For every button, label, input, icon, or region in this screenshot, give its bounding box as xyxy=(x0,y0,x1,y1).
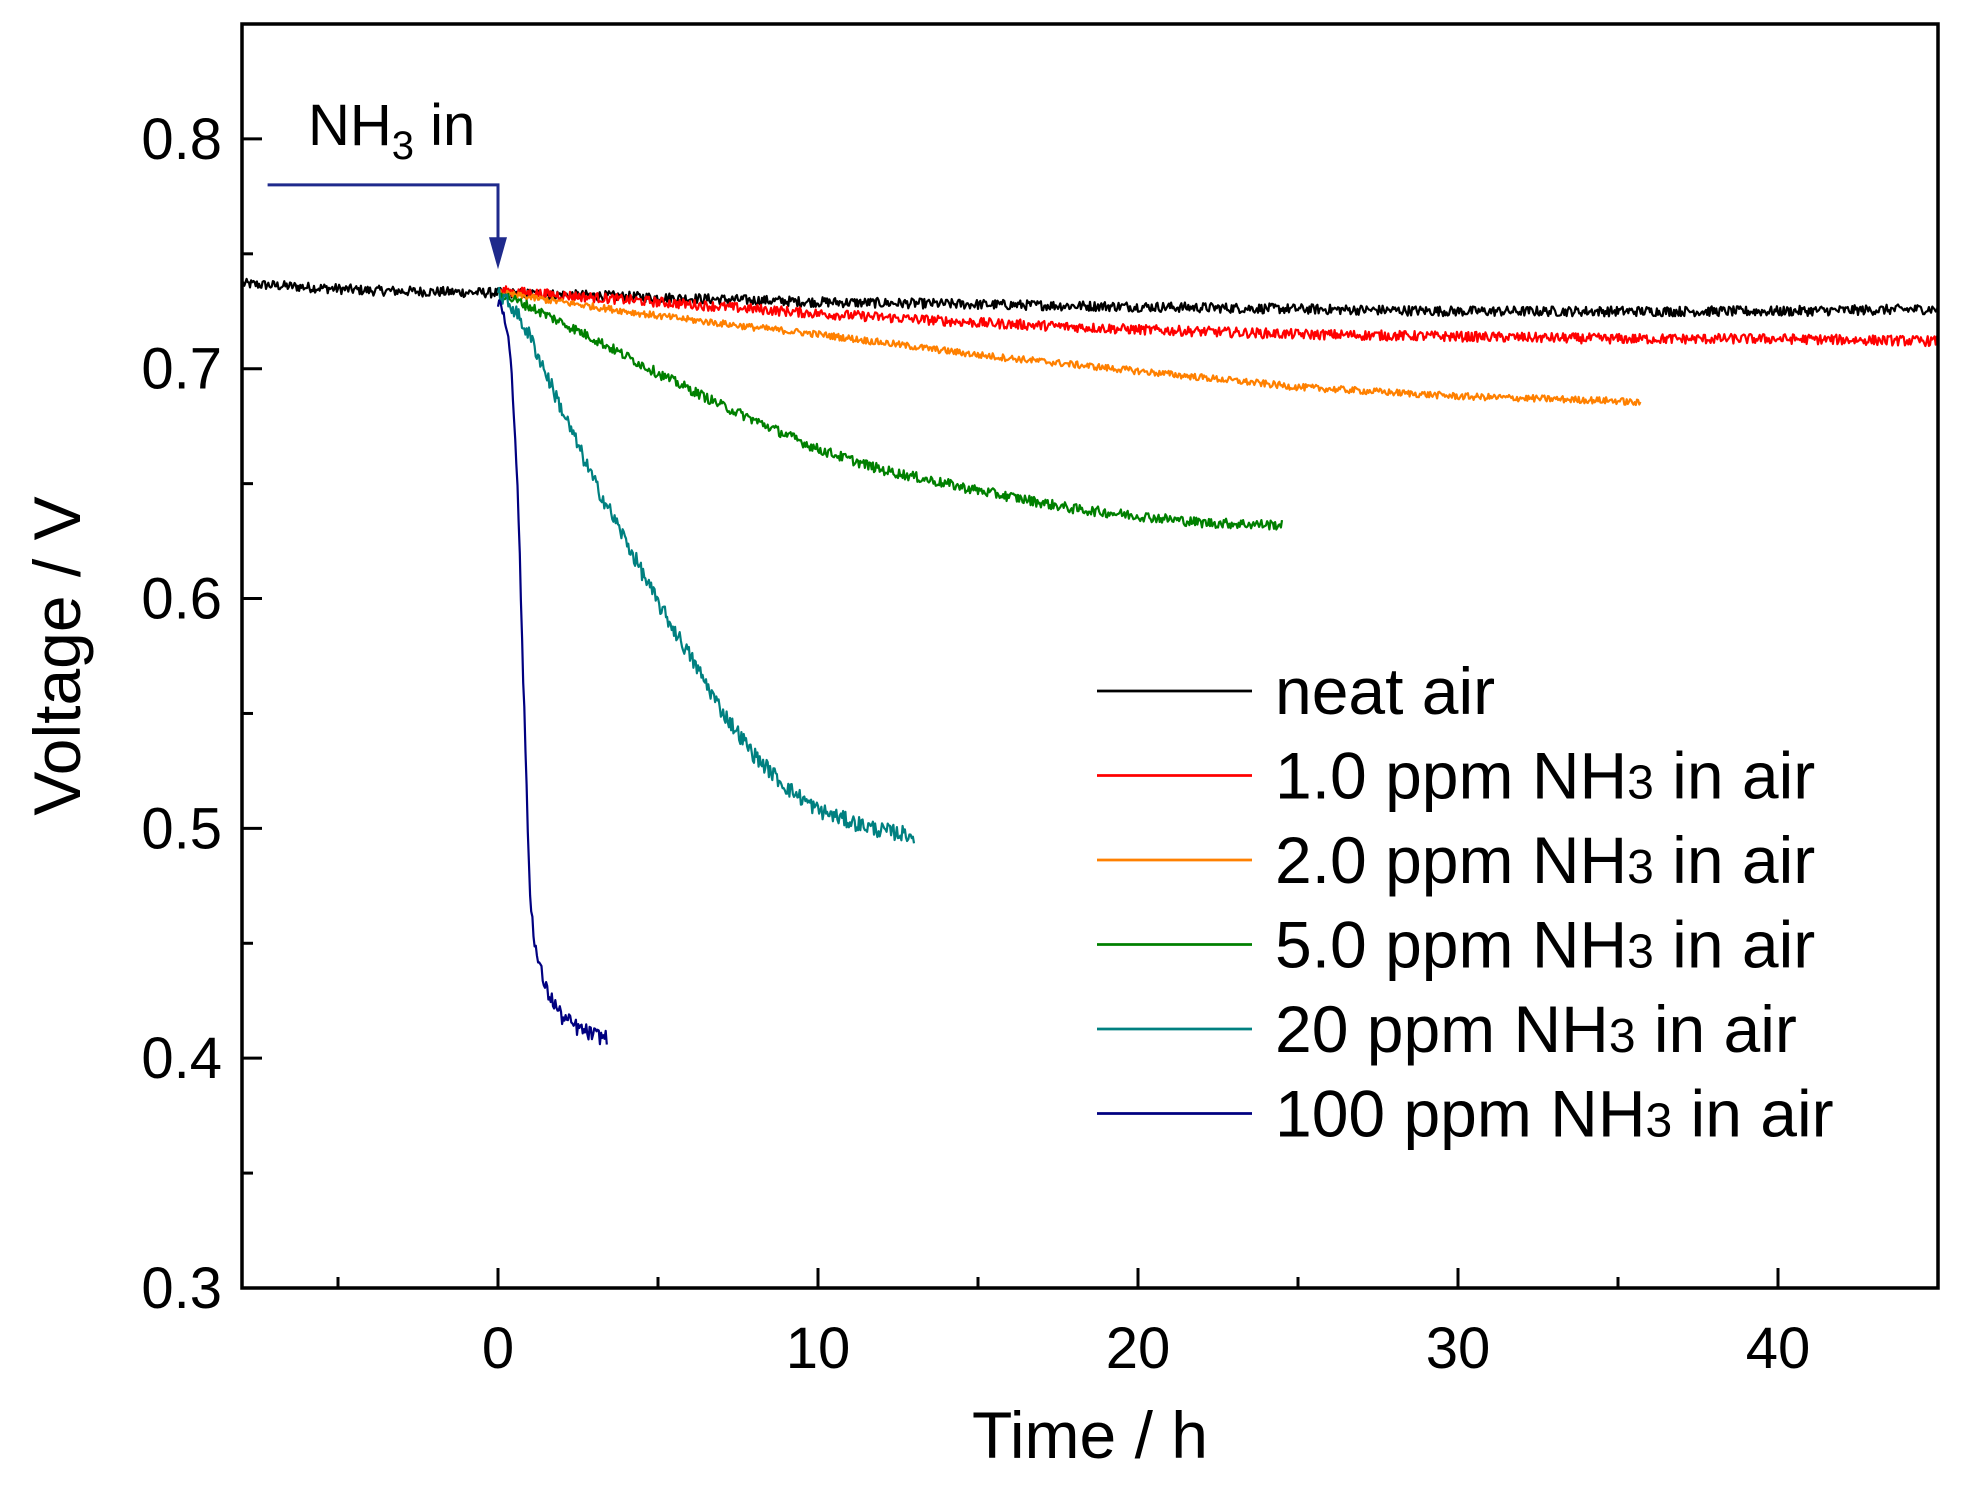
x-tick-label: 10 xyxy=(786,1316,851,1381)
y-tick-label: 0.7 xyxy=(141,337,222,402)
annotation-label: NH3 in xyxy=(308,93,475,168)
legend-label-6: 100 ppm NH3 in air xyxy=(1275,1077,1834,1151)
y-axis-label: Voltage / V xyxy=(20,496,94,815)
legend-label-4: 5.0 ppm NH3 in air xyxy=(1275,908,1815,982)
annotation-arrow-line xyxy=(267,183,500,240)
axis-layer: 0 10 20 30 40 0.3 0.4 0.5 0.6 0.7 0.8 xyxy=(141,22,1940,1381)
y-tick-label: 0.6 xyxy=(141,567,222,632)
legend: neat air 1.0 ppm NH3 in air 2.0 ppm NH3 in… xyxy=(1097,654,1834,1151)
x-tick-label: 30 xyxy=(1426,1316,1491,1381)
legend-label-5: 20 ppm NH3 in air xyxy=(1275,992,1797,1066)
series-line-3 xyxy=(497,289,1642,407)
annotation-arrow-head xyxy=(489,237,507,270)
plot-frame xyxy=(240,22,1940,1290)
legend-label-1: neat air xyxy=(1275,654,1495,728)
series-line-4 xyxy=(497,290,1284,531)
annotation-layer: NH3 in xyxy=(267,93,507,270)
x-tick-label: 20 xyxy=(1106,1316,1171,1381)
x-tick-label: 40 xyxy=(1746,1316,1811,1381)
series-line-2 xyxy=(497,285,1940,348)
y-tick-label: 0.3 xyxy=(141,1256,222,1321)
series-layer xyxy=(241,277,1940,1046)
x-axis-label: Time / h xyxy=(972,1398,1208,1472)
legend-label-3: 2.0 ppm NH3 in air xyxy=(1275,823,1815,897)
x-tick-label: 0 xyxy=(482,1316,514,1381)
y-tick-label: 0.5 xyxy=(141,796,222,861)
series-line-1 xyxy=(241,277,1940,318)
y-tick-label: 0.8 xyxy=(141,107,222,172)
legend-label-2: 1.0 ppm NH3 in air xyxy=(1275,739,1815,813)
y-tick-label: 0.4 xyxy=(141,1026,222,1091)
series-line-5 xyxy=(496,286,916,844)
series-line-6 xyxy=(496,299,608,1046)
